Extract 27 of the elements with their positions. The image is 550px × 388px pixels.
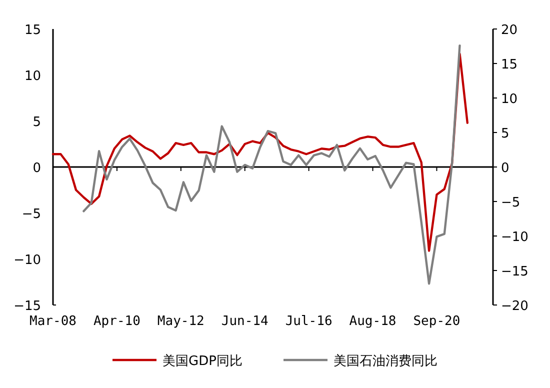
x-tick-label: Jun-14 xyxy=(221,314,269,329)
legend-label: 美国GDP同比 xyxy=(162,353,242,369)
y-tick-label: 15 xyxy=(24,23,41,38)
y2-tick-label: −5 xyxy=(501,196,520,210)
x-tick-label: Mar-08 xyxy=(30,314,76,329)
y2-tick-label: −10 xyxy=(501,230,528,245)
legend-label: 美国石油消费同比 xyxy=(334,353,438,369)
y-tick-label: 10 xyxy=(24,69,41,84)
y2-tick-label: 15 xyxy=(501,58,518,72)
x-tick-label: May-12 xyxy=(157,314,204,329)
x-tick-label: Aug-18 xyxy=(349,314,396,329)
y2-tick-label: 20 xyxy=(501,23,518,38)
x-tick-label: Sep-20 xyxy=(413,314,460,329)
y-tick-label: −15 xyxy=(14,299,41,314)
line-series xyxy=(52,52,469,252)
y2-tick-label: −20 xyxy=(501,299,528,314)
x-tick-label: Jul-16 xyxy=(285,314,332,329)
y-tick-label: 0 xyxy=(32,161,41,176)
y-tick-label: −10 xyxy=(14,253,41,268)
x-tick-label: Apr-10 xyxy=(93,314,140,329)
y-tick-label: 5 xyxy=(32,115,41,130)
y2-tick-label: 5 xyxy=(501,126,510,142)
y2-tick-label: −15 xyxy=(501,264,528,280)
y-tick-label: −5 xyxy=(22,207,41,222)
y2-tick-label: 0 xyxy=(501,161,510,176)
line-series xyxy=(82,44,461,285)
y2-tick-label: 10 xyxy=(501,92,518,107)
